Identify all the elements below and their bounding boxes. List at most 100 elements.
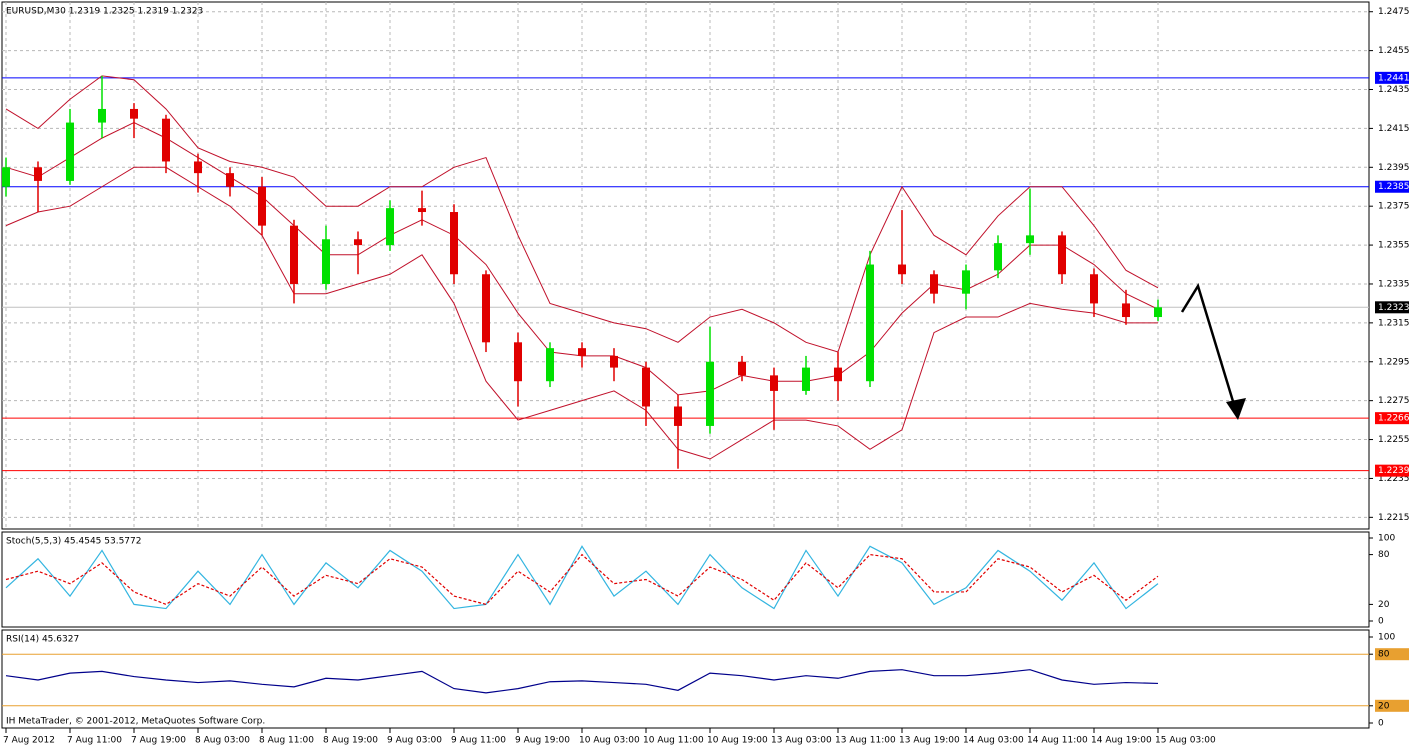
candle-body — [962, 270, 970, 294]
level-label-bg — [1375, 412, 1409, 425]
level-label: 1.2441 — [1378, 73, 1409, 83]
candle-body — [674, 406, 682, 426]
candle-body — [98, 108, 106, 123]
y-tick-label: 1.2315 — [1378, 318, 1409, 328]
rsi-title: RSI(14) 45.6327 — [6, 635, 79, 645]
candle-body — [194, 161, 202, 174]
level-label: 1.2323 — [1378, 303, 1409, 313]
candle-body — [482, 274, 490, 343]
candle-body — [418, 208, 426, 213]
candle-body — [258, 186, 266, 226]
x-tick-label: 7 Aug 19:00 — [131, 736, 186, 746]
indicator-line — [5, 553, 1159, 606]
x-tick-label: 7 Aug 2012 — [3, 736, 55, 746]
y-tick-label: 100 — [1378, 534, 1395, 544]
x-tick-label: 10 Aug 19:00 — [707, 736, 768, 746]
level-label-bg — [1375, 648, 1409, 661]
level-label-bg — [1375, 301, 1409, 314]
candle-body — [546, 348, 554, 382]
level-label: 1.2385 — [1378, 182, 1409, 192]
x-tick-label: 9 Aug 11:00 — [451, 736, 506, 746]
y-tick-label: 1.2295 — [1378, 357, 1409, 367]
x-tick-label: 15 Aug 03:00 — [1155, 736, 1216, 746]
x-tick-label: 13 Aug 19:00 — [899, 736, 960, 746]
level-label-bg — [1375, 699, 1409, 712]
candle-body — [2, 167, 10, 187]
main-panel — [1, 1, 1370, 530]
arrow-head — [1226, 398, 1246, 420]
indicator-line — [5, 545, 1159, 610]
y-tick-label: 1.2235 — [1378, 474, 1409, 484]
candle-body — [1090, 274, 1098, 304]
candle-body — [162, 118, 170, 162]
y-tick-label: 100 — [1378, 633, 1395, 643]
x-tick-label: 14 Aug 19:00 — [1091, 736, 1152, 746]
candle-body — [706, 361, 714, 426]
level-label: 1.2266 — [1378, 414, 1409, 424]
grid — [2, 2, 1373, 733]
x-tick-label: 9 Aug 19:00 — [515, 736, 570, 746]
x-tick-label: 7 Aug 11:00 — [67, 736, 122, 746]
candle-body — [770, 375, 778, 391]
level-label: 1.2239 — [1378, 466, 1409, 476]
x-tick-label: 10 Aug 03:00 — [579, 736, 640, 746]
y-tick-label: 1.2415 — [1378, 124, 1409, 134]
candle-body — [450, 212, 458, 275]
indicator-line — [5, 669, 1159, 694]
x-tick-label: 14 Aug 11:00 — [1027, 736, 1088, 746]
candle-body — [514, 342, 522, 382]
candle-body — [802, 367, 810, 391]
candle-body — [322, 239, 330, 284]
candle-body — [1154, 307, 1162, 318]
y-tick-label: 0 — [1378, 617, 1384, 627]
level-label-bg — [1375, 71, 1409, 84]
candle-body — [226, 173, 234, 187]
marks — [2, 75, 1162, 694]
y-tick-label: 1.2215 — [1378, 513, 1409, 523]
candle-body — [930, 274, 938, 294]
y-tick-label: 1.2435 — [1378, 85, 1409, 95]
level-label-bg — [1375, 464, 1409, 477]
level-label: 80 — [1378, 650, 1390, 660]
y-tick-label: 1.2375 — [1378, 202, 1409, 212]
level-label: 20 — [1378, 701, 1390, 711]
y-tick-label: 1.2395 — [1378, 163, 1409, 173]
candle-body — [610, 355, 618, 368]
candle-body — [66, 122, 74, 181]
candle-body — [738, 361, 746, 376]
y-tick-label: 1.2475 — [1378, 7, 1409, 17]
x-tick-label: 8 Aug 11:00 — [259, 736, 314, 746]
candle-body — [130, 108, 138, 119]
candle-body — [866, 264, 874, 382]
candle-body — [1122, 303, 1130, 318]
labels: 7 Aug 2012 7 Aug 11:00 7 Aug 19:00 8 Aug 03… — [3, 7, 1409, 746]
stoch-title: Stoch(5,5,3) 45.4545 53.5772 — [6, 537, 141, 547]
y-tick-label: 1.2455 — [1378, 46, 1409, 56]
candle-body — [1058, 235, 1066, 275]
rsi-panel — [1, 629, 1370, 729]
candle-body — [290, 225, 298, 284]
candle-body — [34, 167, 42, 181]
y-tick-label: 0 — [1378, 719, 1384, 729]
candle-body — [994, 243, 1002, 271]
x-tick-label: 14 Aug 03:00 — [963, 736, 1024, 746]
candle-body — [354, 239, 362, 246]
chart-title: EURUSD,M30 1.2319 1.2325 1.2319 1.2323 — [6, 7, 203, 17]
y-tick-label: 80 — [1378, 550, 1390, 560]
candle-body — [642, 367, 650, 407]
x-tick-label: 10 Aug 11:00 — [643, 736, 704, 746]
y-tick-label: 1.2255 — [1378, 435, 1409, 445]
level-label-bg — [1375, 180, 1409, 193]
candle-body — [386, 208, 394, 246]
candle-body — [834, 367, 842, 382]
copyright: IH MetaTrader, © 2001-2012, MetaQuotes S… — [6, 717, 265, 727]
y-tick-label: 1.2275 — [1378, 396, 1409, 406]
y-tick-label: 1.2335 — [1378, 279, 1409, 289]
candle-body — [1026, 235, 1034, 244]
x-tick-label: 9 Aug 03:00 — [387, 736, 442, 746]
x-tick-label: 8 Aug 19:00 — [323, 736, 378, 746]
x-tick-label: 8 Aug 03:00 — [195, 736, 250, 746]
y-tick-label: 20 — [1378, 600, 1390, 610]
